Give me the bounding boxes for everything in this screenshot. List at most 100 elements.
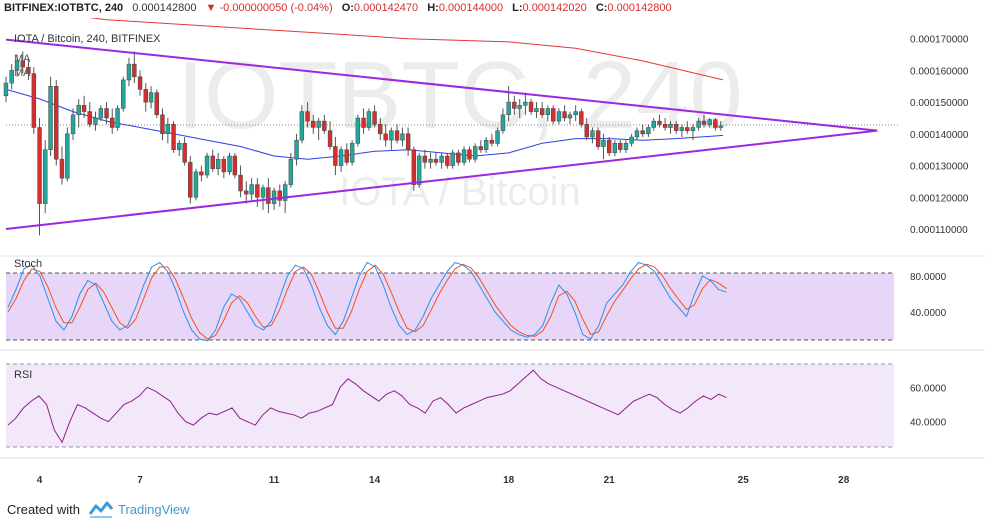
tradingview-brand: TradingView — [118, 502, 190, 517]
candle-body — [366, 111, 372, 128]
candle-body — [59, 158, 65, 179]
candle-body — [322, 120, 327, 131]
stoch-d-line — [7, 263, 727, 340]
candle-body — [662, 124, 668, 128]
candle-body — [433, 158, 439, 163]
price-tick-label: 0.000170000 — [910, 35, 969, 46]
triangle-upper-trendline — [5, 38, 878, 132]
candle-body — [416, 155, 422, 185]
candle-body — [188, 162, 193, 198]
footer: Created with TradingView — [0, 497, 985, 524]
tradingview-link[interactable]: TradingView — [88, 500, 190, 518]
candle-body — [657, 120, 662, 125]
candle-body — [3, 82, 9, 97]
low-value: 0.000142020 — [522, 2, 587, 14]
candle-body — [327, 130, 333, 147]
candle-body — [405, 133, 411, 150]
candle-body — [115, 108, 120, 128]
candle-body — [65, 133, 70, 179]
candle-body — [249, 184, 254, 195]
high-value: 0.000144000 — [438, 2, 504, 14]
price-tick-label: 0.000140000 — [910, 130, 969, 141]
candle-body — [70, 114, 76, 135]
candle-body — [629, 136, 634, 144]
candle-body — [612, 143, 618, 154]
x-tick-label: 21 — [604, 475, 616, 486]
x-tick-label: 7 — [137, 475, 143, 486]
x-tick-label: 11 — [269, 475, 280, 486]
candle-body — [439, 155, 444, 163]
candle-body — [483, 139, 489, 150]
candle-body — [512, 101, 517, 109]
candle-body — [132, 63, 137, 78]
candle-body — [489, 139, 495, 144]
candle-body — [171, 124, 176, 150]
candle-body — [378, 124, 383, 135]
tradingview-logo-icon — [88, 501, 114, 518]
candle-body — [215, 158, 221, 169]
candle-body — [227, 155, 232, 173]
candle-body — [685, 127, 690, 131]
candle-body — [260, 187, 266, 198]
x-tick-label: 25 — [738, 475, 750, 486]
candle-body — [517, 105, 522, 109]
candle-body — [294, 139, 299, 160]
candle-body — [338, 149, 344, 166]
candle-body — [679, 127, 685, 131]
candle-body — [137, 76, 143, 90]
candle-body — [545, 108, 551, 116]
ma-label-2: MA — [14, 67, 31, 79]
candle-body — [221, 158, 227, 173]
candle-body — [255, 184, 260, 198]
rsi-band — [6, 364, 894, 447]
open-value: 0.000142470 — [353, 2, 419, 14]
candle-body — [668, 124, 673, 128]
candle-body — [232, 155, 238, 176]
candle-body — [456, 152, 461, 163]
x-tick-label: 14 — [369, 475, 381, 486]
candle-body — [193, 171, 199, 198]
price-pane — [3, 18, 900, 236]
candle-body — [646, 127, 651, 135]
candle-body — [37, 127, 42, 204]
low-label: L: — [512, 2, 523, 14]
candle-body — [43, 149, 48, 204]
candle-body — [316, 120, 321, 128]
candle-body — [333, 146, 338, 166]
candle-body — [534, 108, 539, 112]
candle-body — [355, 117, 361, 144]
candle-body — [506, 101, 511, 116]
close-value: 0.000142800 — [607, 2, 672, 14]
candle-body — [271, 190, 277, 204]
candle-body — [445, 155, 450, 166]
candle-body — [640, 130, 645, 135]
symbol-label: BITFINEX:IOTBTC, 240 — [4, 2, 124, 14]
candle-body — [472, 146, 478, 160]
watermark-small: IOTA / Bitcoin — [339, 170, 581, 214]
candle-body — [696, 120, 701, 128]
ma-label-1: MA — [14, 53, 31, 65]
candle-body — [461, 149, 467, 163]
stoch-band — [6, 273, 894, 340]
chart-title: IOTA / Bitcoin, 240, BITFINEX — [14, 33, 161, 45]
candle-body — [601, 139, 606, 147]
candle-body — [282, 184, 288, 201]
candle-body — [20, 60, 25, 68]
candle-body — [288, 158, 294, 185]
chart-canvas[interactable]: IOTBTC, 240 IOTA / Bitcoin 0.0001700000.… — [0, 18, 985, 497]
candle-body — [562, 111, 567, 119]
candle-body — [277, 190, 282, 201]
candle-body — [98, 108, 104, 119]
rsi-pane — [7, 369, 727, 444]
candle-body — [713, 119, 718, 128]
candle-body — [372, 111, 377, 125]
rsi-tick-label: 60.0000 — [910, 383, 947, 394]
x-tick-label: 18 — [503, 475, 515, 486]
candle-body — [14, 60, 20, 71]
candle-body — [93, 117, 98, 125]
candle-body — [651, 120, 656, 128]
candle-body — [389, 130, 394, 141]
candle-body — [121, 79, 126, 109]
candle-body — [199, 171, 204, 176]
candle-body — [500, 114, 506, 131]
